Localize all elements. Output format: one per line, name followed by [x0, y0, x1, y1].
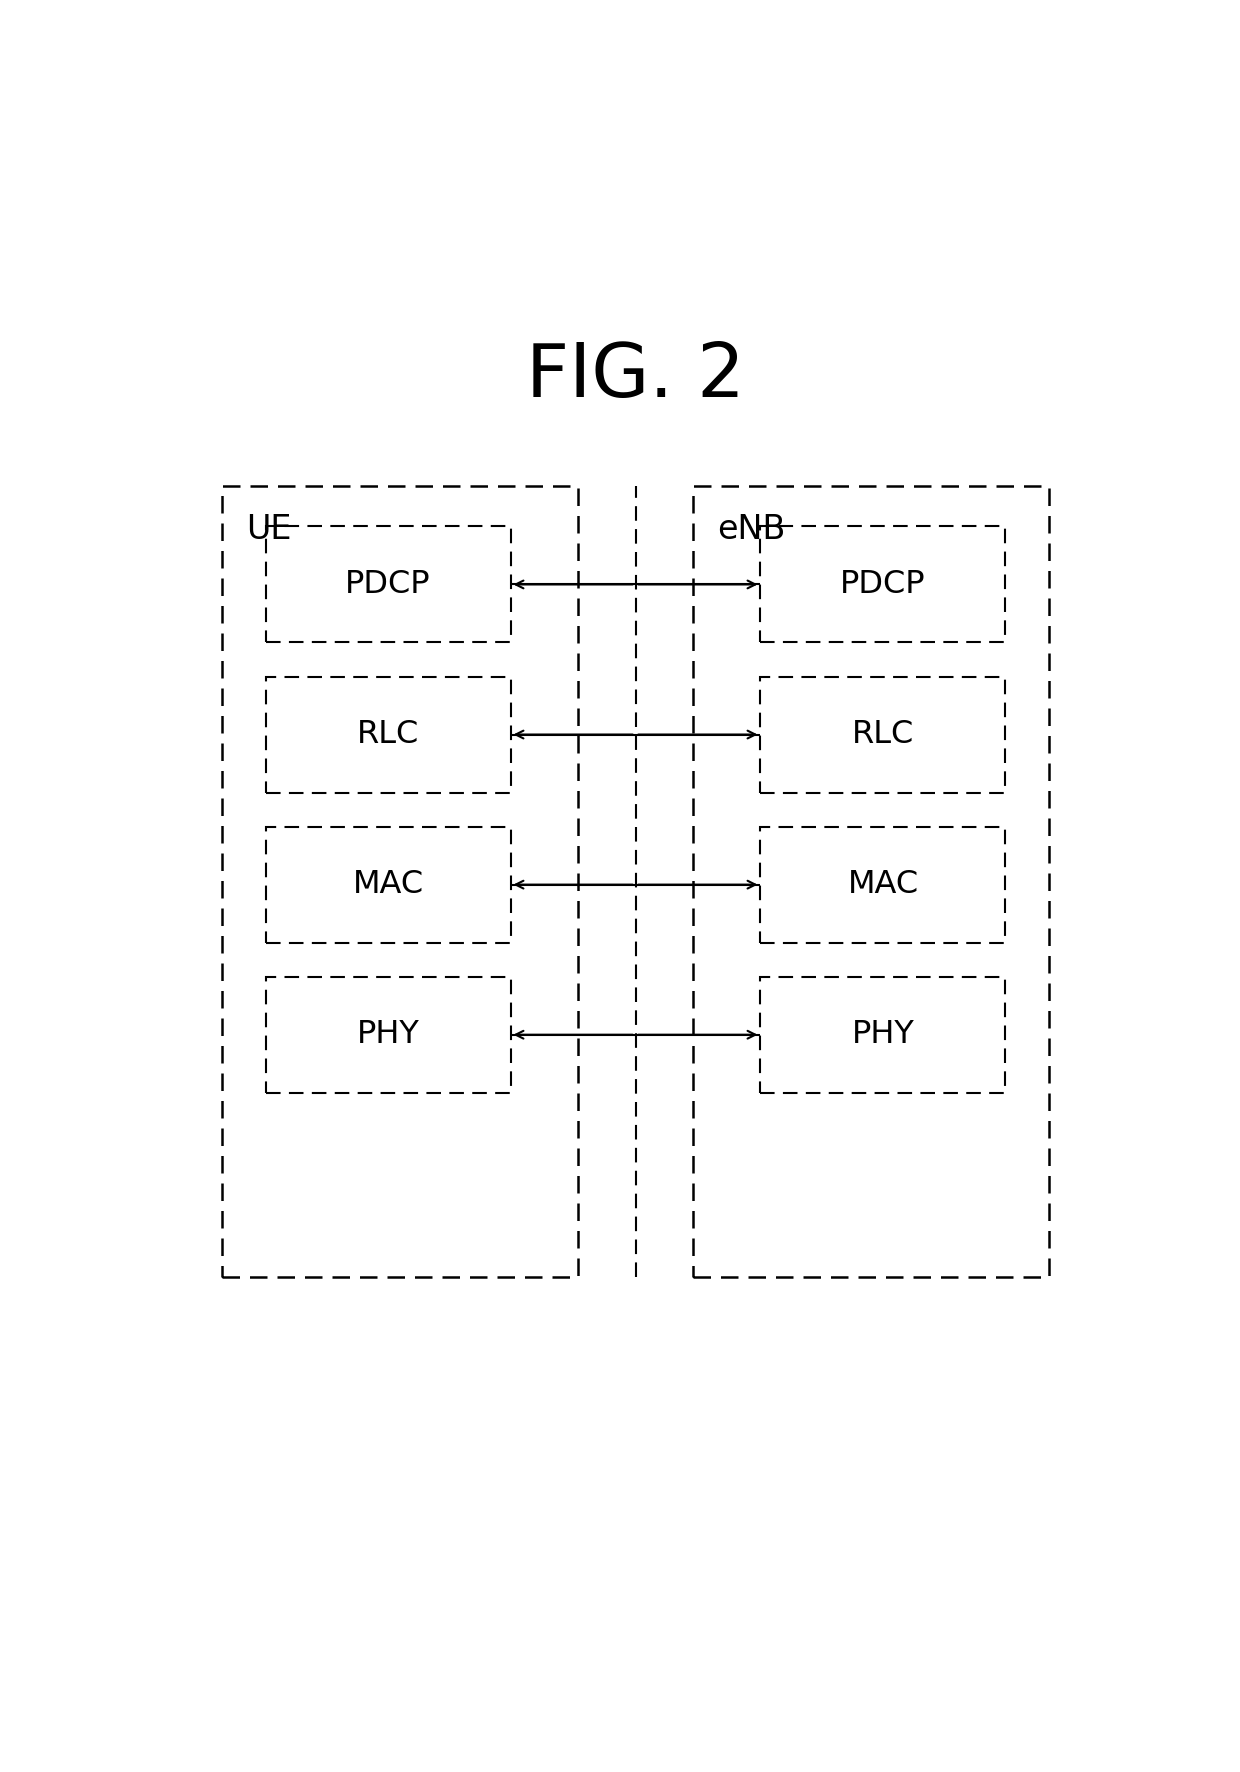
Bar — [265, 526, 511, 643]
Text: RLC: RLC — [357, 719, 419, 750]
Text: MAC: MAC — [847, 868, 919, 900]
Bar — [265, 976, 511, 1093]
Bar — [222, 486, 578, 1278]
Text: PDCP: PDCP — [345, 569, 430, 601]
Bar — [693, 486, 1049, 1278]
Text: MAC: MAC — [352, 868, 424, 900]
Bar — [265, 828, 511, 943]
Text: PHY: PHY — [852, 1019, 914, 1051]
Bar — [265, 677, 511, 792]
Bar — [760, 526, 1006, 643]
Text: RLC: RLC — [852, 719, 914, 750]
Text: FIG. 2: FIG. 2 — [526, 340, 745, 413]
Text: PDCP: PDCP — [841, 569, 926, 601]
Bar — [760, 677, 1006, 792]
Text: eNB: eNB — [717, 512, 786, 546]
Text: PHY: PHY — [357, 1019, 419, 1051]
Bar — [760, 976, 1006, 1093]
Bar — [760, 828, 1006, 943]
Text: UE: UE — [247, 512, 291, 546]
